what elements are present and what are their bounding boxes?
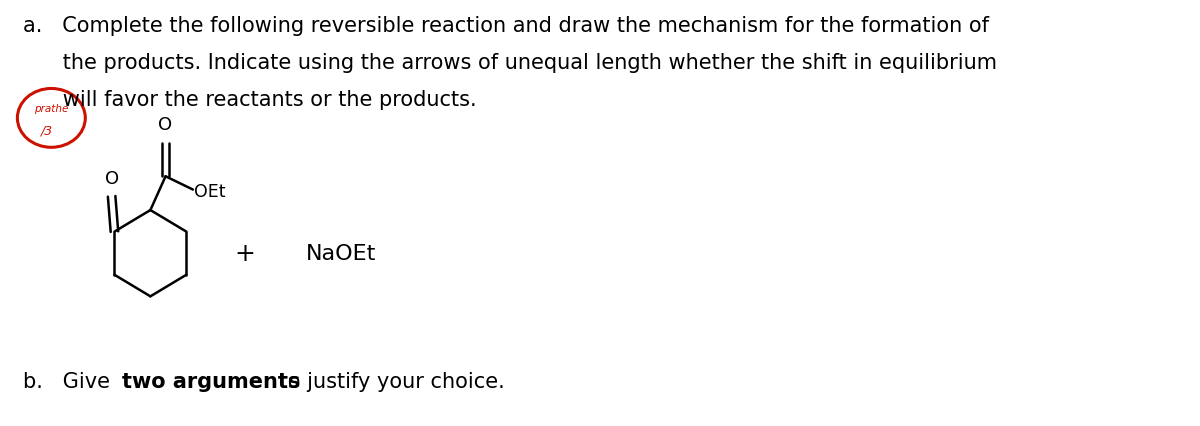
Text: +: +	[234, 242, 256, 265]
Text: two arguments: two arguments	[122, 371, 300, 391]
Text: /3: /3	[41, 124, 53, 137]
Text: b.   Give: b. Give	[23, 371, 116, 391]
Text: will favor the reactants or the products.: will favor the reactants or the products…	[23, 90, 476, 110]
Text: the products. Indicate using the arrows of unequal length whether the shift in e: the products. Indicate using the arrows …	[23, 53, 997, 73]
Text: prathe: prathe	[34, 104, 68, 114]
Text: OEt: OEt	[194, 182, 226, 200]
Text: O: O	[158, 116, 173, 134]
Text: a.   Complete the following reversible reaction and draw the mechanism for the f: a. Complete the following reversible rea…	[23, 16, 989, 36]
Text: to justify your choice.: to justify your choice.	[274, 371, 505, 391]
Text: NaOEt: NaOEt	[306, 244, 377, 264]
Text: O: O	[104, 169, 119, 187]
